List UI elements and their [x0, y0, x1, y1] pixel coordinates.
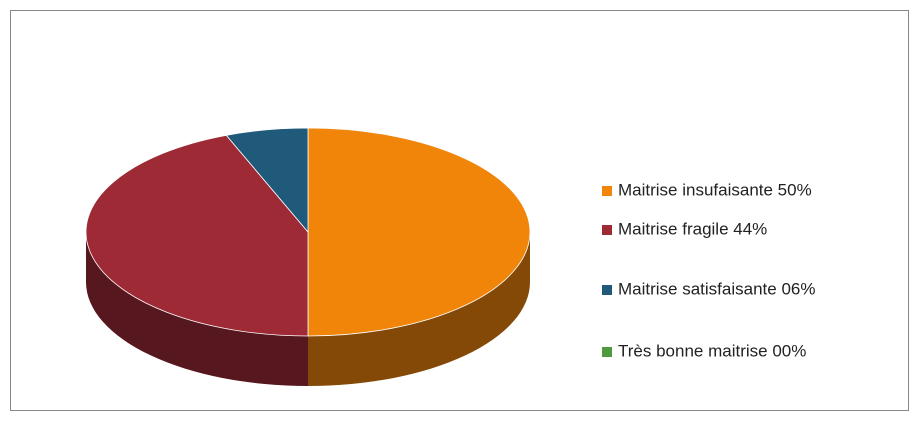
pie-side [86, 232, 308, 386]
legend-label: Maitrise insufaisante 50% [618, 180, 812, 199]
pie-slice [307, 127, 531, 337]
legend-label: Maitrise fragile 44% [618, 219, 767, 238]
pie-slice [225, 127, 309, 234]
legend-swatch [602, 186, 612, 196]
legend-label: Maitrise satisfaisante 06% [618, 279, 815, 298]
legend-swatch [602, 225, 612, 235]
legend-label: Très bonne maitrise 00% [618, 341, 806, 360]
pie-side [308, 232, 530, 386]
pie [85, 127, 531, 386]
legend: Maitrise insufaisante 50% Maitrise fragil… [602, 180, 815, 360]
pie-slice [85, 134, 309, 337]
legend-swatch [602, 285, 612, 295]
legend-swatch [602, 347, 612, 357]
